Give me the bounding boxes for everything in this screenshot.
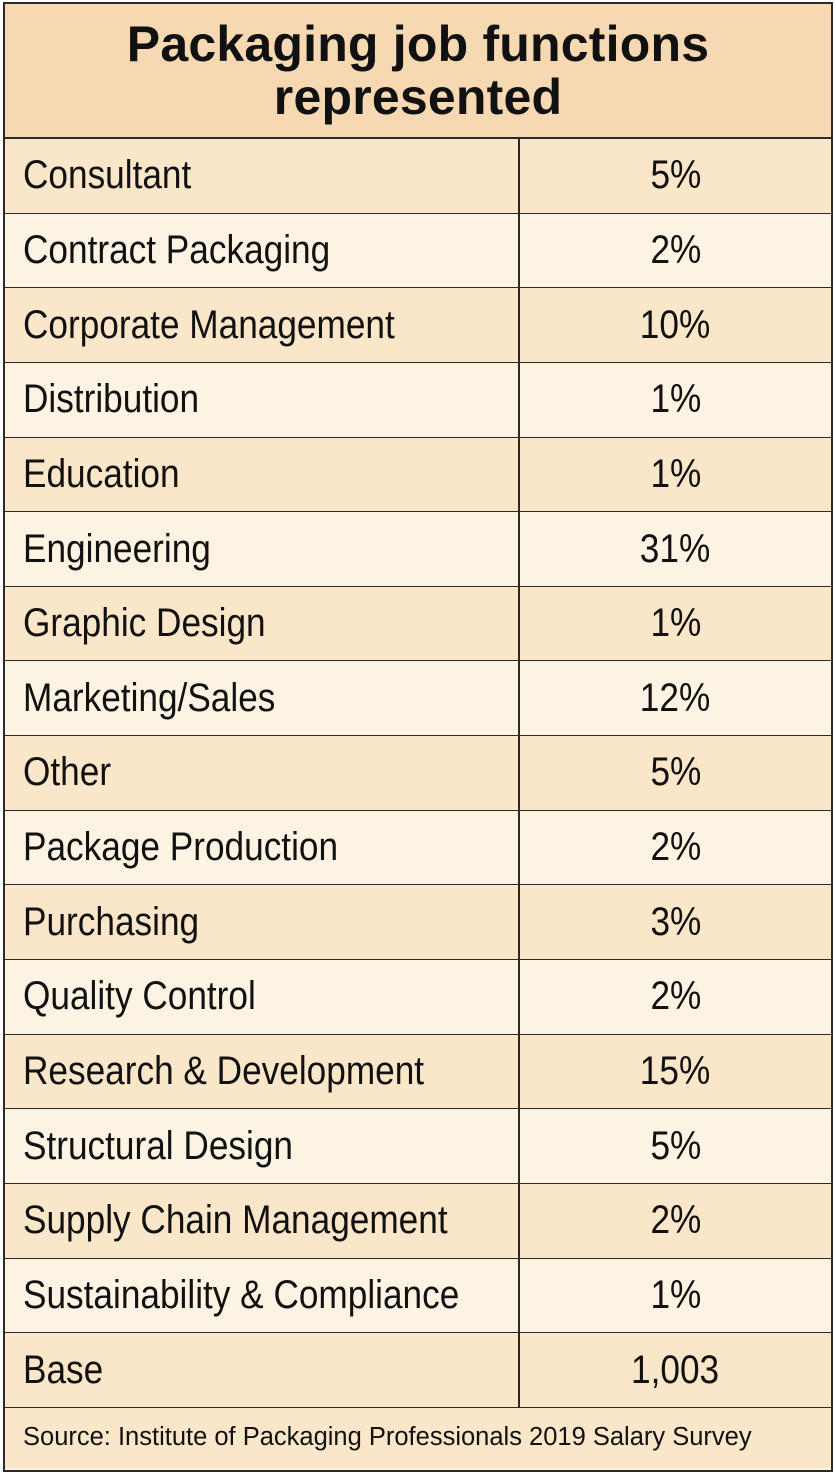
row-label-cell: Contract Packaging	[5, 213, 520, 288]
row-label: Research & Development	[23, 1049, 425, 1093]
row-value: 2%	[650, 974, 701, 1019]
row-value-cell: 5%	[520, 736, 831, 810]
row-value-cell: 3%	[520, 885, 831, 959]
row-label: Structural Design	[23, 1123, 293, 1168]
row-label: Engineering	[23, 526, 211, 571]
row-label: Base	[23, 1347, 104, 1392]
table-row: Education 1%	[5, 437, 831, 513]
row-value: 1%	[650, 601, 701, 646]
row-label: Purchasing	[23, 899, 200, 944]
table-row: Consultant 5%	[5, 139, 831, 214]
table-row: Contract Packaging 2%	[5, 213, 831, 289]
row-label-cell: Other	[5, 736, 520, 810]
row-label: Supply Chain Management	[23, 1198, 448, 1243]
row-label-cell: Graphic Design	[5, 586, 520, 661]
row-label-cell: Engineering	[5, 512, 520, 586]
table-frame: Packaging job functions represented Cons…	[3, 2, 833, 1472]
row-value-cell: 15%	[520, 1035, 831, 1109]
row-value-cell: 1,003	[520, 1333, 831, 1407]
row-label: Contract Packaging	[23, 227, 331, 272]
row-value-cell: 1%	[520, 587, 831, 661]
row-label: Marketing/Sales	[23, 675, 276, 720]
row-value: 2%	[650, 1198, 701, 1243]
table-row: Quality Control 2%	[5, 960, 831, 1035]
table-header: Packaging job functions represented	[5, 4, 831, 139]
row-value-cell: 2%	[520, 1184, 831, 1258]
row-value-cell: 10%	[520, 288, 831, 362]
row-label-cell: Purchasing	[5, 885, 520, 960]
table-row: Marketing/Sales 12%	[5, 661, 831, 737]
row-value: 12%	[640, 675, 711, 720]
row-value: 1%	[650, 377, 701, 422]
table-title: Packaging job functions represented	[126, 15, 710, 125]
row-value-cell: 2%	[520, 811, 831, 885]
row-label: Other	[23, 750, 112, 795]
row-label-cell: Package Production	[5, 810, 520, 885]
row-value: 5%	[650, 1123, 701, 1168]
row-value-cell: 31%	[520, 512, 831, 586]
row-value-cell: 5%	[520, 139, 831, 213]
row-value: 5%	[650, 750, 701, 795]
table-row: Structural Design 5%	[5, 1109, 831, 1184]
row-value-cell: 2%	[520, 960, 831, 1034]
table-row: Research & Development 15%	[5, 1034, 831, 1110]
table-row: Sustainability & Compliance 1%	[5, 1258, 831, 1334]
row-label-cell: Sustainability & Compliance	[5, 1258, 520, 1333]
row-label: Distribution	[23, 377, 200, 422]
table-row: Distribution 1%	[5, 362, 831, 438]
row-label-cell: Marketing/Sales	[5, 661, 520, 736]
row-label: Corporate Management	[23, 302, 395, 347]
row-label-cell: Education	[5, 437, 520, 512]
row-value: 15%	[640, 1049, 711, 1093]
row-value: 1%	[650, 1272, 701, 1317]
row-label-cell: Research & Development	[5, 1034, 520, 1109]
table-row: Engineering 31%	[5, 512, 831, 587]
table-row: Purchasing 3%	[5, 885, 831, 961]
row-value-cell: 1%	[520, 1259, 831, 1333]
source-note: Source: Institute of Packaging Professio…	[5, 1407, 831, 1468]
row-value: 2%	[650, 825, 701, 870]
row-label-cell: Supply Chain Management	[5, 1183, 520, 1258]
row-label-cell: Consultant	[5, 139, 520, 213]
row-label-cell: Distribution	[5, 362, 520, 437]
row-label-cell: Corporate Management	[5, 288, 520, 362]
row-label: Quality Control	[23, 974, 256, 1019]
row-label-cell: Base	[5, 1333, 520, 1407]
table-row: Corporate Management 10%	[5, 288, 831, 363]
row-label: Sustainability & Compliance	[23, 1272, 460, 1317]
table-row: Base 1,003	[5, 1333, 831, 1408]
table-row: Supply Chain Management 2%	[5, 1183, 831, 1259]
row-value: 31%	[640, 526, 711, 571]
row-value-cell: 1%	[520, 438, 831, 512]
row-value: 1,003	[631, 1347, 720, 1392]
row-value: 5%	[650, 153, 701, 198]
row-value: 1%	[650, 451, 701, 496]
row-value-cell: 1%	[520, 363, 831, 437]
row-value: 10%	[640, 302, 711, 347]
row-label-cell: Quality Control	[5, 960, 520, 1034]
row-value-cell: 12%	[520, 661, 831, 735]
row-label: Graphic Design	[23, 601, 266, 646]
row-label-cell: Structural Design	[5, 1109, 520, 1183]
row-label: Education	[23, 451, 180, 496]
table-row: Package Production 2%	[5, 810, 831, 886]
row-label: Consultant	[23, 153, 192, 198]
table-body: Consultant 5% Contract Packaging 2% Corporat…	[5, 139, 831, 1408]
row-value: 2%	[650, 227, 701, 272]
row-label: Package Production	[23, 825, 339, 870]
row-value-cell: 5%	[520, 1109, 831, 1183]
row-value: 3%	[650, 899, 701, 944]
table-row: Graphic Design 1%	[5, 586, 831, 662]
row-value-cell: 2%	[520, 214, 831, 288]
table-row: Other 5%	[5, 736, 831, 811]
